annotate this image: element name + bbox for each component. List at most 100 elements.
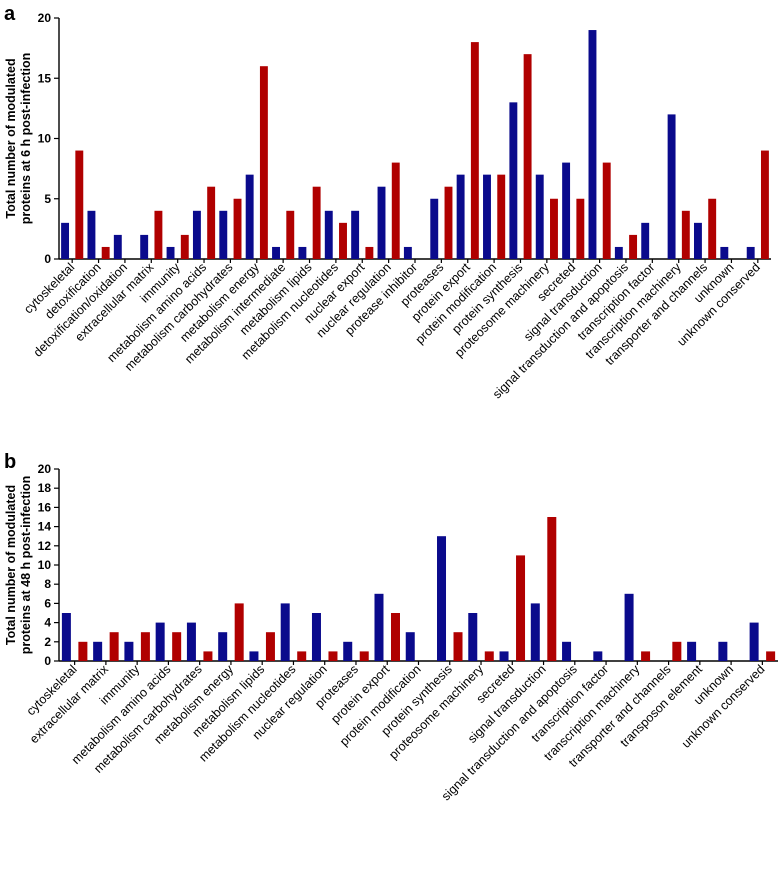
bar-series-1-protein-modification [405, 632, 415, 661]
panel-letter-b: b [4, 451, 16, 473]
bar-series-2-immunity [140, 632, 150, 661]
bar-series-1-proteosome-machinery [468, 613, 478, 661]
bar-series-2-cytoskeletal [78, 641, 88, 661]
bar-series-1-proteases [343, 641, 353, 661]
bar-series-2-protein-modification [497, 174, 506, 259]
y-tick-label: 20 [38, 11, 52, 25]
y-tick-label: 2 [44, 635, 51, 649]
bar-series-1-signal-transduction [588, 30, 597, 259]
bar-series-2-proteosome-machinery [550, 198, 558, 259]
bar-series-2-secreted [576, 198, 585, 259]
bar-series-1-protein-export [374, 593, 384, 661]
bar-series-1-proteases [430, 198, 439, 259]
bar-series-1-protease-inhibitor [403, 246, 412, 259]
bar-series-2-unknown-conserved [760, 150, 769, 259]
bar-series-1-extracellular-matrix [93, 641, 103, 661]
y-tick-label: 14 [38, 520, 52, 534]
bar-series-2-metabolism-lipids [312, 186, 321, 259]
bar-series-1-immunity [166, 246, 175, 259]
bar-series-2-transcription-machinery [681, 210, 690, 259]
y-tick-label: 10 [38, 558, 52, 572]
bar-series-2-secreted [516, 555, 526, 661]
bar-series-2-transcription-machinery [641, 651, 651, 661]
bar-series-1-metabolism-nucleotides [280, 603, 290, 661]
bar-series-1-proteosome-machinery [535, 174, 544, 259]
bar-series-1-transcription-factor [641, 222, 650, 259]
bar-series-1-transcription-machinery [667, 114, 676, 260]
bar-series-1-immunity [124, 641, 134, 661]
bar-series-1-metabolism-energy [218, 632, 228, 661]
bar-series-2-extracellular-matrix [154, 210, 163, 259]
panel-letter-a: a [4, 3, 16, 25]
bar-series-2-metabolism-carbohydrates [233, 198, 242, 259]
y-tick-label: 15 [38, 71, 52, 85]
bar-series-2-protein-export [390, 613, 400, 661]
bar-series-2-metabolism-energy [259, 66, 268, 259]
bar-series-1-nuclear-regulation [377, 186, 386, 259]
bar-series-2-metabolism-carbohydrates [203, 651, 213, 661]
bar-series-1-transposon-element [687, 641, 697, 661]
bar-series-1-metabolism-lipids [298, 246, 307, 259]
bar-series-1-protein-synthesis [509, 102, 518, 259]
bar-series-1-metabolism-lipids [249, 651, 259, 661]
bar-series-1-nuclear-regulation [311, 613, 321, 661]
bar-series-1-cytoskeletal [61, 613, 71, 661]
bar-series-1-transcription-machinery [624, 593, 634, 661]
y-axis-label-line2: proteins at 6 h post-infection [19, 53, 33, 225]
bar-series-1-unknown [718, 641, 728, 661]
y-axis-label-line1: Total number of modulated [4, 58, 18, 218]
bar-series-1-secreted [562, 162, 571, 259]
bar-series-1-protein-export [456, 174, 465, 259]
y-tick-label: 0 [44, 252, 51, 266]
bar-series-1-metabolism-amino-acids [192, 210, 201, 259]
bar-series-2-extracellular-matrix [109, 632, 119, 661]
bar-series-2-metabolism-nucleotides [339, 222, 347, 259]
bar-series-1-detoxification-oxidation [113, 234, 122, 259]
bar-series-2-metabolism-amino-acids [172, 632, 182, 661]
y-tick-label: 18 [38, 481, 52, 495]
bar-series-1-secreted [499, 651, 509, 661]
bar-series-2-metabolism-energy [234, 603, 244, 661]
bar-series-1-extracellular-matrix [140, 234, 149, 259]
bar-series-1-metabolism-nucleotides [324, 210, 333, 259]
bar-series-1-metabolism-carbohydrates [219, 210, 228, 259]
bar-series-1-metabolism-energy [245, 174, 254, 259]
bar-series-1-signal-transduction-and-apoptosis [614, 246, 623, 259]
bar-series-1-nuclear-export [351, 210, 360, 259]
y-tick-label: 8 [44, 577, 51, 591]
bar-series-1-transcription-factor [593, 651, 603, 661]
y-tick-label: 10 [38, 132, 52, 146]
bar-series-2-transporter-and-channels [708, 198, 717, 259]
bar-series-2-cytoskeletal [75, 150, 84, 259]
y-axis-label: Total number of modulatedproteins at 6 h… [4, 53, 33, 225]
bar-series-2-metabolism-nucleotides [297, 651, 307, 661]
bar-series-1-metabolism-intermediate [272, 246, 280, 259]
y-tick-label: 20 [38, 462, 52, 476]
bar-series-1-signal-transduction-and-apoptosis [562, 641, 572, 661]
bar-series-2-metabolism-intermediate [286, 210, 295, 259]
panel-b-chart: b Total number of modulatedproteins at 48… [4, 451, 778, 803]
bar-series-2-signal-transduction [547, 517, 557, 661]
bar-series-2-metabolism-amino-acids [207, 186, 216, 259]
bar-series-2-transporter-and-channels [672, 641, 682, 661]
bar-series-1-unknown-conserved [746, 246, 755, 259]
bar-series-1-protein-modification [483, 174, 491, 259]
bar-series-2-protein-synthesis [453, 632, 463, 661]
y-tick-label: 6 [44, 596, 51, 610]
bar-series-2-protein-export [470, 42, 479, 259]
bar-series-1-signal-transduction [530, 603, 540, 661]
bar-series-2-immunity [180, 234, 189, 259]
bar-series-2-signal-transduction [602, 162, 611, 259]
bar-series-2-nuclear-export [365, 246, 374, 259]
y-axis-label-line1: Total number of modulated [4, 485, 18, 645]
bar-series-1-unknown-conserved [749, 622, 759, 661]
bar-series-1-metabolism-carbohydrates [186, 622, 196, 661]
bar-series-2-protein-synthesis [523, 54, 532, 260]
y-tick-label: 12 [38, 539, 52, 553]
y-axis-label: Total number of modulatedproteins at 48 … [4, 476, 33, 655]
panel-a-chart: a Total number of modulatedproteins at 6 … [4, 3, 771, 401]
bar-series-2-nuclear-regulation [328, 651, 338, 661]
bar-series-2-proteases [359, 651, 369, 661]
y-tick-label: 0 [44, 654, 51, 668]
